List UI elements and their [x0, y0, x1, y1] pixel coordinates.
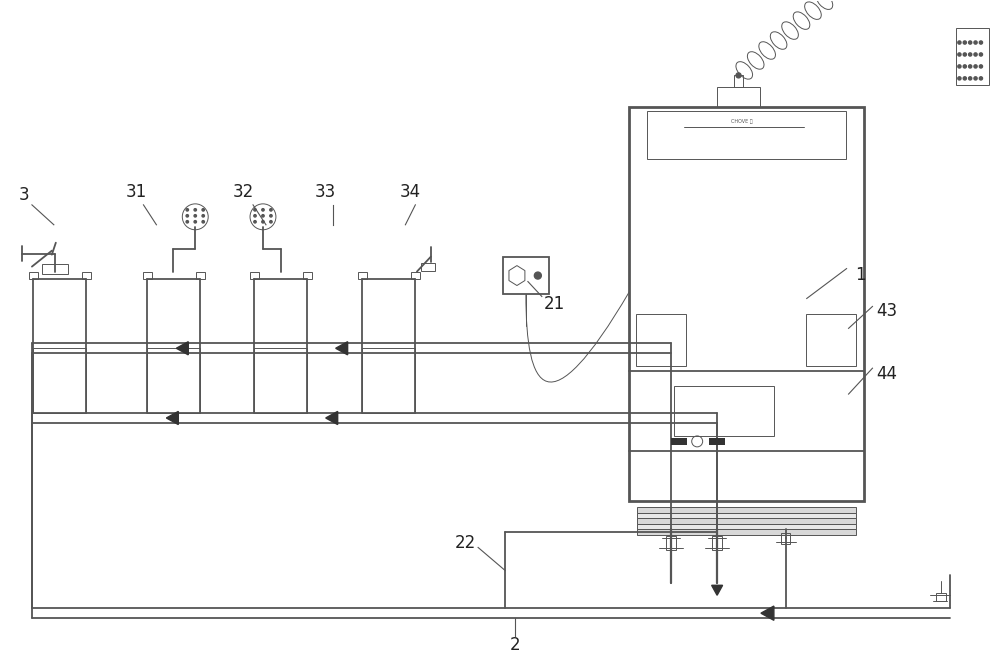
Bar: [411, 271, 420, 279]
Circle shape: [534, 272, 541, 279]
Bar: [956, 28, 989, 85]
Circle shape: [979, 65, 983, 68]
Bar: [33, 348, 86, 413]
Text: 43: 43: [876, 302, 897, 321]
Bar: [637, 524, 856, 529]
Circle shape: [969, 53, 972, 56]
Circle shape: [736, 73, 741, 78]
Bar: [250, 271, 259, 279]
Bar: [421, 263, 435, 271]
Bar: [674, 386, 774, 436]
Circle shape: [979, 77, 983, 80]
Text: 1: 1: [855, 265, 866, 284]
Circle shape: [254, 209, 256, 211]
Bar: [647, 111, 846, 159]
Bar: [362, 348, 415, 413]
Circle shape: [969, 65, 972, 68]
Bar: [637, 507, 856, 512]
Circle shape: [958, 41, 961, 44]
Bar: [147, 348, 200, 413]
Circle shape: [254, 215, 256, 217]
Circle shape: [262, 209, 264, 211]
Circle shape: [186, 215, 188, 217]
Circle shape: [969, 41, 972, 44]
Circle shape: [958, 77, 961, 80]
Circle shape: [202, 215, 204, 217]
Text: 34: 34: [400, 183, 421, 201]
Polygon shape: [336, 342, 348, 355]
Polygon shape: [176, 342, 188, 355]
Bar: [29, 271, 38, 279]
Circle shape: [963, 53, 966, 56]
Circle shape: [270, 209, 272, 211]
Bar: [936, 593, 946, 601]
Circle shape: [186, 221, 188, 223]
Polygon shape: [326, 411, 338, 424]
Bar: [503, 257, 549, 294]
Circle shape: [262, 215, 264, 217]
Bar: [717, 87, 760, 107]
Circle shape: [963, 77, 966, 80]
Circle shape: [202, 221, 204, 223]
Bar: [781, 533, 790, 545]
Circle shape: [194, 221, 196, 223]
Circle shape: [270, 221, 272, 223]
Text: 33: 33: [315, 183, 336, 201]
Text: 31: 31: [126, 183, 147, 201]
Circle shape: [958, 53, 961, 56]
Text: 32: 32: [232, 183, 254, 201]
Bar: [671, 438, 687, 445]
Bar: [196, 271, 205, 279]
Circle shape: [969, 77, 972, 80]
Text: CHOVE 热: CHOVE 热: [731, 119, 752, 124]
Circle shape: [270, 215, 272, 217]
Text: 22: 22: [455, 534, 476, 553]
Circle shape: [963, 41, 966, 44]
Circle shape: [254, 221, 256, 223]
Bar: [636, 315, 686, 366]
Circle shape: [974, 65, 977, 68]
Bar: [637, 518, 856, 524]
Bar: [143, 271, 152, 279]
Circle shape: [974, 53, 977, 56]
Circle shape: [974, 77, 977, 80]
Bar: [42, 263, 68, 273]
Bar: [358, 271, 367, 279]
Text: 44: 44: [876, 365, 897, 383]
Circle shape: [202, 209, 204, 211]
Bar: [629, 107, 864, 501]
Circle shape: [194, 215, 196, 217]
Polygon shape: [761, 606, 774, 620]
Bar: [303, 271, 312, 279]
Bar: [712, 537, 722, 551]
Polygon shape: [712, 585, 723, 595]
Circle shape: [194, 209, 196, 211]
Bar: [806, 315, 856, 366]
Bar: [734, 76, 743, 87]
Bar: [82, 271, 91, 279]
Circle shape: [979, 53, 983, 56]
Polygon shape: [166, 411, 178, 424]
Bar: [637, 530, 856, 535]
Bar: [709, 438, 725, 445]
Circle shape: [186, 209, 188, 211]
Text: 2: 2: [510, 636, 520, 654]
Bar: [254, 348, 307, 413]
Circle shape: [979, 41, 983, 44]
Bar: [666, 537, 676, 551]
Circle shape: [958, 65, 961, 68]
Text: 21: 21: [544, 296, 565, 313]
Bar: [637, 513, 856, 518]
Circle shape: [963, 65, 966, 68]
Circle shape: [262, 221, 264, 223]
Text: 3: 3: [19, 186, 29, 204]
Circle shape: [974, 41, 977, 44]
